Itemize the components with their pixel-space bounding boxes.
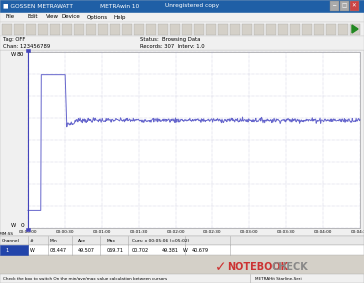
Bar: [26, 24, 36, 35]
Bar: [38, 24, 48, 35]
Text: Unregistered copy: Unregistered copy: [165, 3, 219, 8]
Text: 00:02:30: 00:02:30: [203, 230, 222, 234]
Text: 00:01:00: 00:01:00: [92, 230, 111, 234]
Text: Chan: 123456789: Chan: 123456789: [3, 44, 50, 48]
Bar: [218, 24, 228, 35]
Text: 00:01:30: 00:01:30: [130, 230, 148, 234]
Bar: [170, 24, 180, 35]
Text: 0: 0: [20, 223, 24, 228]
Text: 49.507: 49.507: [78, 248, 95, 252]
Text: View: View: [46, 14, 59, 20]
Text: Tag: OFF: Tag: OFF: [3, 38, 25, 42]
Bar: [0, 12, 364, 22]
Text: 80: 80: [16, 52, 24, 57]
Bar: [158, 24, 168, 35]
Text: #: #: [30, 239, 33, 243]
Bar: [314, 24, 324, 35]
Bar: [86, 24, 96, 35]
Bar: [0, 0, 364, 12]
Text: 00:03:00: 00:03:00: [240, 230, 258, 234]
Bar: [338, 24, 348, 35]
Text: Max: Max: [107, 239, 116, 243]
Bar: [350, 24, 360, 35]
Text: Check the box to switch On the min/ave/max value calculation between cursors: Check the box to switch On the min/ave/m…: [3, 276, 167, 280]
Text: W: W: [11, 52, 16, 57]
Bar: [62, 24, 72, 35]
Text: Min: Min: [50, 239, 58, 243]
Text: 40.679: 40.679: [192, 248, 209, 252]
Bar: [254, 24, 264, 35]
Bar: [0, 245, 28, 255]
Bar: [182, 24, 192, 35]
Bar: [340, 1, 349, 11]
Bar: [194, 24, 204, 35]
Bar: [0, 22, 364, 36]
Bar: [134, 24, 144, 35]
Text: 1: 1: [5, 248, 8, 252]
Bar: [266, 24, 276, 35]
Text: 00:04:30: 00:04:30: [351, 230, 364, 234]
Text: ■ GOSSEN METRAWATT: ■ GOSSEN METRAWATT: [3, 3, 73, 8]
Bar: [278, 24, 288, 35]
Text: 00:00:00: 00:00:00: [19, 230, 37, 234]
Bar: [350, 1, 359, 11]
Text: CHECK: CHECK: [272, 262, 309, 272]
Text: Records: 307  Interv: 1.0: Records: 307 Interv: 1.0: [140, 44, 205, 48]
Text: Curs: x 00:05:06 (=05:02): Curs: x 00:05:06 (=05:02): [132, 239, 189, 243]
Text: W: W: [30, 248, 35, 252]
Polygon shape: [352, 25, 358, 33]
Text: W: W: [11, 223, 16, 228]
Text: Device: Device: [62, 14, 81, 20]
Text: File: File: [5, 14, 14, 20]
Bar: [14, 24, 24, 35]
Text: METRAwin 10: METRAwin 10: [100, 3, 139, 8]
Bar: [0, 236, 364, 245]
Text: 00.702: 00.702: [132, 248, 149, 252]
Text: 00:04:00: 00:04:00: [314, 230, 332, 234]
Text: 49.381: 49.381: [162, 248, 179, 252]
Text: 00:00:30: 00:00:30: [56, 230, 74, 234]
Bar: [28, 52, 360, 228]
Bar: [326, 24, 336, 35]
Bar: [0, 274, 364, 283]
Text: NOTEBOOK: NOTEBOOK: [227, 262, 288, 272]
Bar: [50, 24, 60, 35]
Bar: [330, 1, 339, 11]
Text: Options: Options: [87, 14, 108, 20]
Bar: [26, 228, 30, 231]
Text: 00:02:00: 00:02:00: [166, 230, 185, 234]
Bar: [110, 24, 120, 35]
Text: METRAHit Starline-Seri: METRAHit Starline-Seri: [255, 276, 302, 280]
Bar: [74, 24, 84, 35]
Text: Edit: Edit: [28, 14, 39, 20]
Bar: [242, 24, 252, 35]
Bar: [98, 24, 108, 35]
Bar: [0, 245, 364, 255]
Bar: [0, 36, 364, 50]
Text: Help: Help: [113, 14, 126, 20]
Text: ✓: ✓: [215, 260, 227, 274]
Bar: [290, 24, 300, 35]
Bar: [146, 24, 156, 35]
Text: Status:  Browsing Data: Status: Browsing Data: [140, 38, 200, 42]
Bar: [2, 24, 12, 35]
Text: 00:03:30: 00:03:30: [277, 230, 296, 234]
Text: ✕: ✕: [352, 3, 356, 8]
Text: 069.71: 069.71: [107, 248, 124, 252]
Text: 08.447: 08.447: [50, 248, 67, 252]
Bar: [122, 24, 132, 35]
Bar: [0, 50, 364, 236]
Bar: [206, 24, 216, 35]
Text: Ave: Ave: [78, 239, 86, 243]
Bar: [302, 24, 312, 35]
Text: ─: ─: [332, 3, 336, 8]
Bar: [26, 49, 30, 52]
Text: HH:MM:SS: HH:MM:SS: [0, 232, 14, 236]
Text: Channel: Channel: [2, 239, 20, 243]
Bar: [230, 24, 240, 35]
Text: □: □: [341, 3, 347, 8]
Text: W: W: [183, 248, 188, 252]
